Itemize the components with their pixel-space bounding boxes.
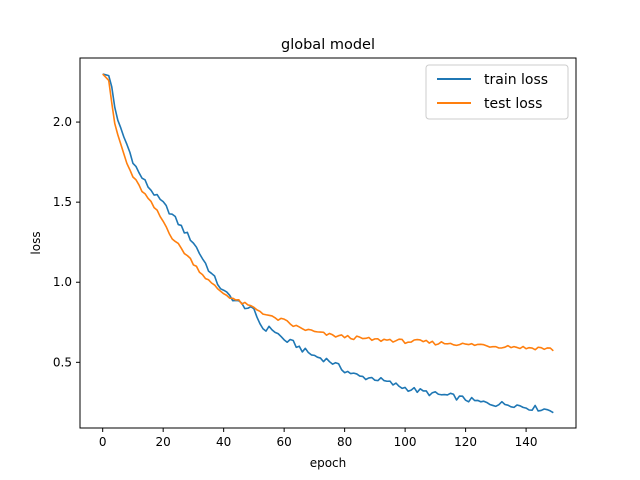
x-tick-label: 40 xyxy=(216,435,231,449)
plot-area xyxy=(79,57,577,429)
series-line-test-loss xyxy=(102,73,554,352)
series-layer xyxy=(102,73,554,414)
series-line-train-loss xyxy=(102,73,554,414)
x-tick-label: 120 xyxy=(454,435,477,449)
y-axis-label: loss xyxy=(29,231,43,254)
legend: train loss test loss xyxy=(425,64,569,120)
y-tick-label: 2.0 xyxy=(53,115,72,129)
y-tick-label: 0.5 xyxy=(53,355,72,369)
x-tick-label: 140 xyxy=(515,435,538,449)
x-tick-label: 20 xyxy=(156,435,171,449)
legend-label-test-loss: test loss xyxy=(484,96,542,112)
x-tick-label: 100 xyxy=(394,435,417,449)
chart-title: global model xyxy=(281,37,375,53)
x-axis-ticks: 0 20 40 60 80 100 120 140 xyxy=(99,428,538,449)
x-tick-label: 60 xyxy=(277,435,292,449)
legend-label-train-loss: train loss xyxy=(484,72,548,88)
y-tick-label: 1.0 xyxy=(53,275,72,289)
y-axis-ticks: 0.5 1.0 1.5 2.0 xyxy=(53,115,80,369)
x-tick-label: 0 xyxy=(99,435,107,449)
x-tick-label: 80 xyxy=(337,435,352,449)
y-tick-label: 1.5 xyxy=(53,195,72,209)
x-axis-label: epoch xyxy=(310,456,347,470)
axes-frame xyxy=(79,57,577,429)
